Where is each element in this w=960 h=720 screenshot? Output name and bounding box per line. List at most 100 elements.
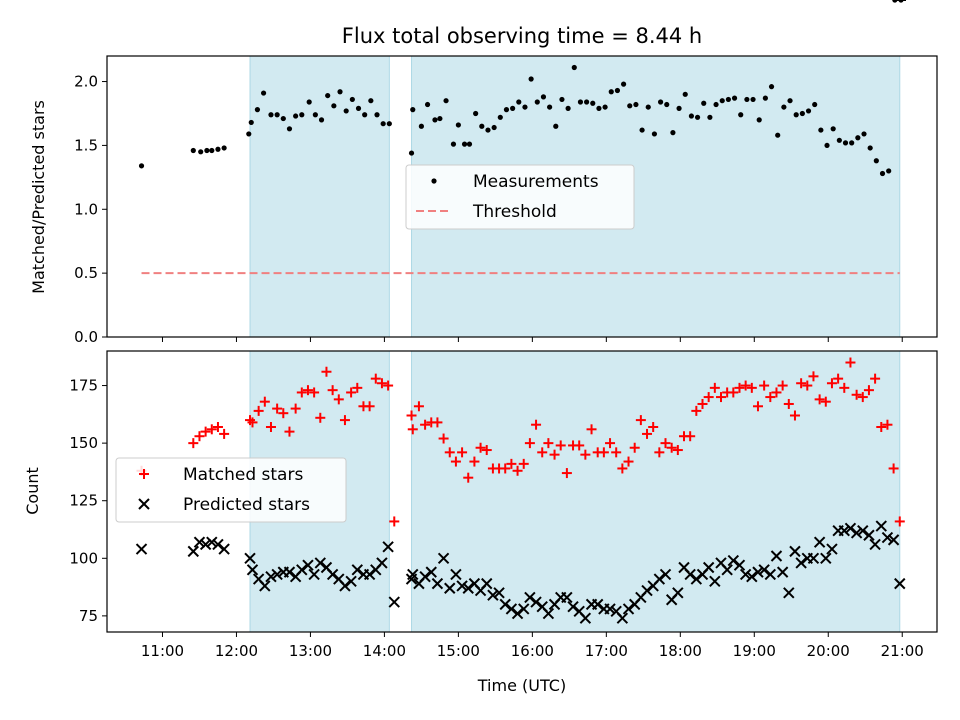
predicted-stars-point: [881, 531, 894, 544]
predicted-stars-point-b: [212, 538, 224, 551]
matched-stars-point: [666, 442, 677, 453]
predicted-stars-point-b: [493, 587, 505, 599]
measurements-point: [836, 137, 842, 143]
predicted-stars-point-b: [456, 580, 468, 592]
predicted-stars-point-b: [838, 524, 850, 537]
measurements-point: [787, 98, 793, 104]
measurements-point: [873, 158, 879, 164]
predicted-stars-point: [246, 564, 259, 576]
predicted-stars-point-b: [444, 582, 456, 594]
predicted-stars-point-b: [610, 605, 622, 617]
measurements-point: [701, 100, 707, 106]
matched-stars-point: [518, 458, 529, 469]
matched-stars-point: [642, 428, 653, 439]
measurements-point: [886, 168, 892, 174]
predicted-stars-point-b: [684, 568, 696, 581]
predicted-stars-point-b: [752, 566, 764, 578]
matched-stars-point: [512, 465, 523, 476]
top-axes-frame: [106, 55, 938, 338]
matched-stars-point: [697, 398, 708, 409]
predicted-stars-point: [505, 603, 518, 615]
predicted-stars-point: [493, 587, 505, 599]
predicted-stars-point: [283, 566, 296, 578]
measurements-point: [577, 99, 584, 105]
x-tick-label: 13:00: [289, 642, 332, 660]
measurements-point: [312, 112, 318, 118]
predicted-stars-point: [382, 541, 394, 553]
predicted-stars-point-b: [573, 605, 585, 617]
measurements-point: [318, 117, 325, 123]
predicted-stars-point-b: [296, 564, 308, 576]
matched-stars-point: [194, 431, 205, 442]
measurements-point: [479, 123, 485, 129]
matched-stars-point: [611, 447, 622, 458]
predicted-stars-point-b: [462, 582, 474, 594]
matched-stars-point: [863, 385, 874, 396]
matched-stars-point: [506, 458, 517, 469]
measurements-point: [293, 113, 299, 119]
measurements-point: [424, 101, 431, 108]
matched-stars-point: [315, 412, 326, 423]
x-tick-label: 12:00: [215, 642, 258, 660]
measurements-point: [633, 101, 639, 108]
matched-stars-point: [709, 382, 720, 393]
predicted-stars-point: [739, 568, 752, 581]
matched-stars-point: [796, 378, 807, 389]
predicted-stars-point: [388, 596, 400, 608]
matched-stars-point: [278, 408, 289, 419]
matched-stars-point: [635, 415, 646, 426]
matched-stars-point: [253, 405, 264, 416]
measurements-point: [437, 115, 443, 122]
matched-stars-point: [703, 392, 714, 403]
measurements-point: [299, 112, 305, 118]
measurements-point: [503, 107, 510, 113]
measurements-point: [534, 99, 540, 105]
predicted-stars-point-b: [499, 598, 511, 611]
predicted-stars-point-b: [604, 603, 616, 615]
predicted-stars-point-b: [591, 598, 604, 611]
measurements-point: [408, 150, 415, 156]
measurements-point: [138, 163, 145, 169]
measurements-point: [879, 170, 886, 177]
measurements-point: [571, 64, 577, 71]
matched-stars-point: [870, 373, 881, 384]
measurements-point: [497, 114, 503, 120]
predicted-stars-point-b: [308, 568, 320, 581]
legend-measurements-label: Measurements: [473, 172, 599, 192]
matched-stars-point: [746, 382, 757, 393]
matched-stars-point: [765, 392, 776, 403]
measurements-point: [855, 135, 861, 141]
legend-predicted-stars-label: Predicted stars: [183, 495, 310, 515]
matched-stars-point: [882, 419, 893, 430]
predicted-stars-point-b: [376, 557, 388, 569]
predicted-stars-point: [616, 612, 629, 624]
measurements-point: [682, 91, 688, 97]
predicted-stars-point-b: [363, 568, 376, 581]
predicted-stars-point-b: [345, 575, 357, 588]
matched-stars-point: [820, 396, 831, 407]
predicted-stars-point: [758, 564, 770, 576]
predicted-stars-point: [259, 580, 271, 592]
predicted-stars-point-b: [776, 566, 789, 578]
matched-stars-point: [876, 422, 887, 433]
predicted-stars-point-b: [450, 568, 462, 581]
predicted-stars-point-b: [561, 591, 573, 604]
measurements-point: [553, 123, 559, 129]
predicted-stars-point-b: [579, 612, 592, 624]
matched-stars-point: [851, 389, 862, 400]
matched-stars-point: [420, 419, 431, 430]
measurements-point: [818, 127, 824, 133]
predicted-stars-point-b: [339, 580, 351, 592]
predicted-stars-point-b: [678, 561, 690, 574]
predicted-stars-point: [795, 557, 807, 569]
measurements-point: [432, 117, 438, 123]
measurements-point: [738, 112, 744, 118]
matched-stars-point: [752, 401, 763, 412]
predicted-stars-point: [591, 598, 604, 611]
matched-stars-point: [814, 394, 825, 405]
measurements-point: [547, 104, 553, 110]
measurements-point: [331, 103, 337, 109]
matched-stars-point: [413, 401, 424, 412]
predicted-stars-point: [869, 538, 881, 551]
predicted-stars-point-b: [314, 557, 327, 569]
